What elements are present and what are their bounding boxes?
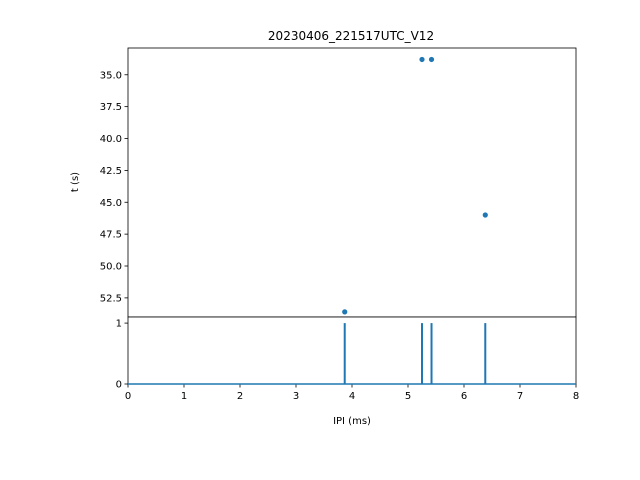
ipi-plot-frame xyxy=(127,316,577,385)
ipi-x-axis: 0 1 2 3 4 5 6 7 8 xyxy=(125,384,579,402)
scatter-point xyxy=(419,56,425,63)
ipi-x-tick-label: 1 xyxy=(181,391,187,402)
scatter-point xyxy=(342,309,348,315)
ipi-x-tick-label: 8 xyxy=(573,391,579,402)
chart-title: 20230406_221517UTC_V12 xyxy=(268,29,434,43)
scatter-y-tick-label: 52.5 xyxy=(100,293,122,304)
ipi-x-tick-label: 6 xyxy=(461,391,467,402)
scatter-y-axis-label: t (s) xyxy=(70,172,81,192)
scatter-plot-frame xyxy=(127,47,577,318)
scatter-point xyxy=(428,56,435,63)
scatter-y-tick-label: 37.5 xyxy=(100,102,122,113)
ipi-y-tick-label: 1 xyxy=(116,319,122,330)
scatter-y-axis: 35.0 37.5 40.0 42.5 45.0 47.5 50.0 52.5 xyxy=(100,70,128,304)
scatter-y-tick-label: 40.0 xyxy=(100,134,122,145)
scatter-y-tick-label: 50.0 xyxy=(100,262,122,273)
scatter-y-tick-label: 35.0 xyxy=(100,70,122,81)
ipi-y-axis: 01 xyxy=(116,319,128,391)
scatter-points xyxy=(342,56,488,315)
ipi-x-tick-label: 0 xyxy=(125,391,131,402)
ipi-x-tick-label: 2 xyxy=(237,391,243,402)
ipi-x-tick-label: 3 xyxy=(293,391,299,402)
ipi-x-axis-label: IPI (ms) xyxy=(333,416,371,427)
scatter-y-tick-label: 42.5 xyxy=(100,166,122,177)
ipi-x-tick-label: 5 xyxy=(405,391,411,402)
ipi-x-tick-label: 7 xyxy=(517,391,523,402)
scatter-point xyxy=(482,212,488,218)
ipi-y-tick-label: 0 xyxy=(116,380,122,391)
ipi-series xyxy=(128,323,576,385)
scatter-y-tick-label: 45.0 xyxy=(100,198,122,209)
scatter-y-tick-label: 47.5 xyxy=(100,230,122,241)
scatter-panel: 35.0 37.5 40.0 42.5 45.0 47.5 50.0 52.5 t (s) xyxy=(70,47,577,318)
ipi-x-tick-label: 4 xyxy=(349,391,355,402)
